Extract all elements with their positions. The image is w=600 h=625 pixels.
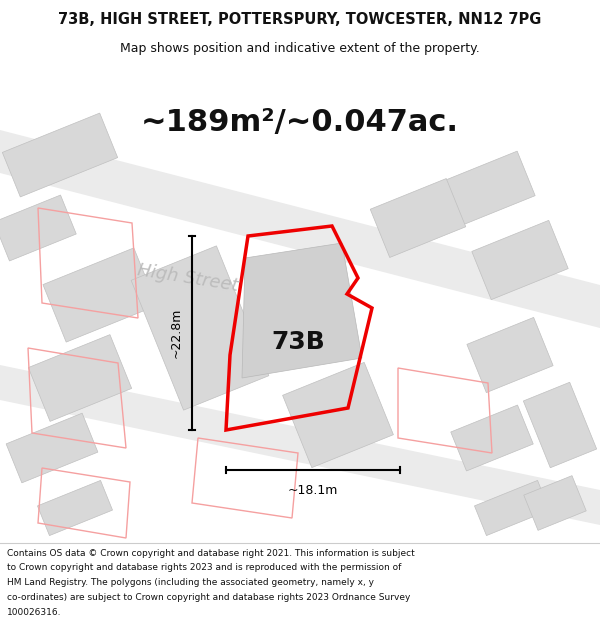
Polygon shape	[131, 246, 269, 410]
Polygon shape	[0, 365, 600, 525]
Polygon shape	[28, 334, 131, 421]
Polygon shape	[283, 362, 394, 468]
Text: ~18.1m: ~18.1m	[288, 484, 338, 496]
Polygon shape	[0, 130, 600, 328]
Text: co-ordinates) are subject to Crown copyright and database rights 2023 Ordnance S: co-ordinates) are subject to Crown copyr…	[7, 593, 410, 602]
Text: High Street: High Street	[136, 261, 240, 295]
Polygon shape	[242, 243, 362, 378]
Text: Contains OS data © Crown copyright and database right 2021. This information is : Contains OS data © Crown copyright and d…	[7, 549, 415, 558]
Polygon shape	[451, 405, 533, 471]
Text: HM Land Registry. The polygons (including the associated geometry, namely x, y: HM Land Registry. The polygons (includin…	[7, 578, 374, 587]
Polygon shape	[524, 476, 586, 531]
Polygon shape	[37, 481, 113, 536]
Polygon shape	[467, 318, 553, 392]
Polygon shape	[445, 151, 535, 225]
Text: to Crown copyright and database rights 2023 and is reproduced with the permissio: to Crown copyright and database rights 2…	[7, 563, 401, 572]
Polygon shape	[370, 179, 466, 258]
Polygon shape	[475, 481, 550, 536]
Text: 73B, HIGH STREET, POTTERSPURY, TOWCESTER, NN12 7PG: 73B, HIGH STREET, POTTERSPURY, TOWCESTER…	[58, 12, 542, 27]
Polygon shape	[472, 221, 568, 299]
Text: 73B: 73B	[271, 330, 325, 354]
Text: ~189m²/~0.047ac.: ~189m²/~0.047ac.	[141, 107, 459, 136]
Polygon shape	[43, 248, 157, 342]
Text: ~22.8m: ~22.8m	[170, 308, 182, 358]
Polygon shape	[523, 382, 596, 468]
Polygon shape	[6, 413, 98, 483]
Text: Map shows position and indicative extent of the property.: Map shows position and indicative extent…	[120, 42, 480, 55]
Polygon shape	[0, 195, 76, 261]
Text: 100026316.: 100026316.	[7, 608, 62, 617]
Polygon shape	[2, 113, 118, 197]
